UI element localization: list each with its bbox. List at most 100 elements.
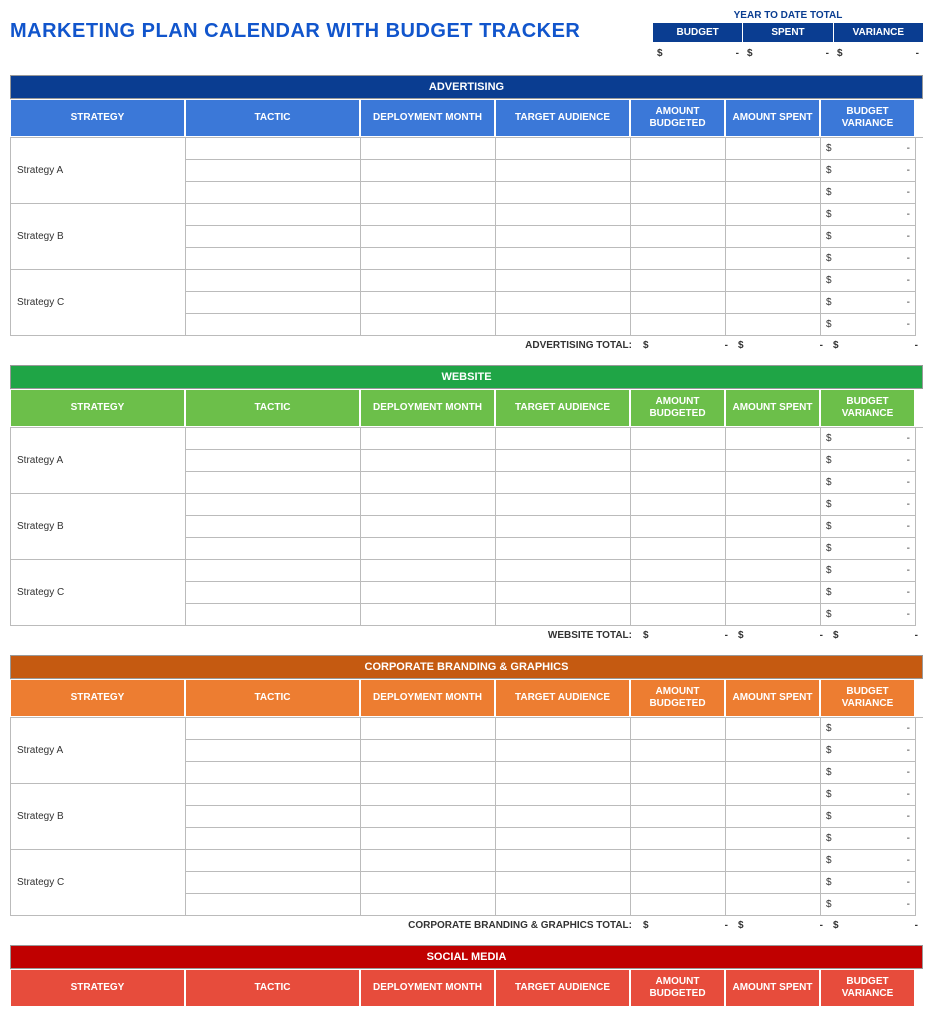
table-cell[interactable] (631, 138, 726, 160)
table-cell[interactable] (186, 204, 361, 226)
table-cell[interactable] (496, 806, 631, 828)
table-cell[interactable] (361, 894, 496, 916)
table-cell[interactable] (361, 784, 496, 806)
table-cell[interactable] (186, 138, 361, 160)
table-cell[interactable] (361, 292, 496, 314)
table-cell[interactable] (631, 248, 726, 270)
table-cell[interactable] (186, 494, 361, 516)
table-cell[interactable] (186, 828, 361, 850)
table-cell[interactable] (631, 850, 726, 872)
table-cell[interactable] (496, 270, 631, 292)
table-cell[interactable] (631, 450, 726, 472)
table-cell[interactable] (361, 160, 496, 182)
table-cell[interactable] (726, 582, 821, 604)
table-cell[interactable] (496, 582, 631, 604)
table-cell[interactable] (496, 472, 631, 494)
table-cell[interactable] (726, 494, 821, 516)
table-cell[interactable] (496, 450, 631, 472)
table-cell[interactable] (726, 226, 821, 248)
table-cell[interactable] (361, 138, 496, 160)
table-cell[interactable] (496, 828, 631, 850)
table-cell[interactable] (186, 472, 361, 494)
table-cell[interactable] (361, 472, 496, 494)
table-cell[interactable] (186, 160, 361, 182)
table-cell[interactable] (631, 718, 726, 740)
table-cell[interactable] (726, 850, 821, 872)
table-cell[interactable] (361, 872, 496, 894)
table-cell[interactable] (361, 226, 496, 248)
table-cell[interactable] (631, 472, 726, 494)
table-cell[interactable] (186, 784, 361, 806)
table-cell[interactable] (726, 450, 821, 472)
table-cell[interactable] (361, 828, 496, 850)
table-cell[interactable] (361, 450, 496, 472)
table-cell[interactable] (726, 428, 821, 450)
table-cell[interactable] (631, 828, 726, 850)
table-cell[interactable] (361, 740, 496, 762)
table-cell[interactable] (496, 204, 631, 226)
table-cell[interactable] (496, 248, 631, 270)
table-cell[interactable] (496, 872, 631, 894)
table-cell[interactable] (186, 450, 361, 472)
table-cell[interactable] (496, 428, 631, 450)
table-cell[interactable] (631, 762, 726, 784)
table-cell[interactable] (726, 560, 821, 582)
table-cell[interactable] (186, 894, 361, 916)
table-cell[interactable] (631, 494, 726, 516)
table-cell[interactable] (496, 314, 631, 336)
table-cell[interactable] (361, 204, 496, 226)
table-cell[interactable] (496, 604, 631, 626)
table-cell[interactable] (631, 582, 726, 604)
table-cell[interactable] (496, 160, 631, 182)
table-cell[interactable] (726, 784, 821, 806)
table-cell[interactable] (186, 582, 361, 604)
table-cell[interactable] (726, 160, 821, 182)
table-cell[interactable] (186, 226, 361, 248)
table-cell[interactable] (186, 292, 361, 314)
table-cell[interactable] (726, 292, 821, 314)
table-cell[interactable] (631, 270, 726, 292)
table-cell[interactable] (726, 762, 821, 784)
table-cell[interactable] (361, 582, 496, 604)
table-cell[interactable] (186, 806, 361, 828)
table-cell[interactable] (726, 538, 821, 560)
table-cell[interactable] (726, 248, 821, 270)
table-cell[interactable] (631, 516, 726, 538)
table-cell[interactable] (726, 718, 821, 740)
table-cell[interactable] (496, 718, 631, 740)
table-cell[interactable] (631, 894, 726, 916)
table-cell[interactable] (631, 538, 726, 560)
table-cell[interactable] (631, 428, 726, 450)
table-cell[interactable] (361, 718, 496, 740)
table-cell[interactable] (496, 894, 631, 916)
table-cell[interactable] (361, 560, 496, 582)
table-cell[interactable] (186, 872, 361, 894)
table-cell[interactable] (496, 516, 631, 538)
table-cell[interactable] (496, 784, 631, 806)
table-cell[interactable] (186, 740, 361, 762)
table-cell[interactable] (496, 762, 631, 784)
table-cell[interactable] (496, 292, 631, 314)
table-cell[interactable] (631, 784, 726, 806)
table-cell[interactable] (726, 314, 821, 336)
table-cell[interactable] (496, 560, 631, 582)
table-cell[interactable] (361, 314, 496, 336)
table-cell[interactable] (496, 740, 631, 762)
table-cell[interactable] (186, 270, 361, 292)
table-cell[interactable] (726, 270, 821, 292)
table-cell[interactable] (186, 850, 361, 872)
table-cell[interactable] (726, 604, 821, 626)
table-cell[interactable] (361, 494, 496, 516)
table-cell[interactable] (726, 182, 821, 204)
table-cell[interactable] (186, 762, 361, 784)
table-cell[interactable] (361, 850, 496, 872)
table-cell[interactable] (496, 182, 631, 204)
table-cell[interactable] (186, 248, 361, 270)
table-cell[interactable] (631, 226, 726, 248)
table-cell[interactable] (361, 604, 496, 626)
table-cell[interactable] (726, 806, 821, 828)
table-cell[interactable] (496, 850, 631, 872)
table-cell[interactable] (361, 762, 496, 784)
table-cell[interactable] (631, 872, 726, 894)
table-cell[interactable] (726, 204, 821, 226)
